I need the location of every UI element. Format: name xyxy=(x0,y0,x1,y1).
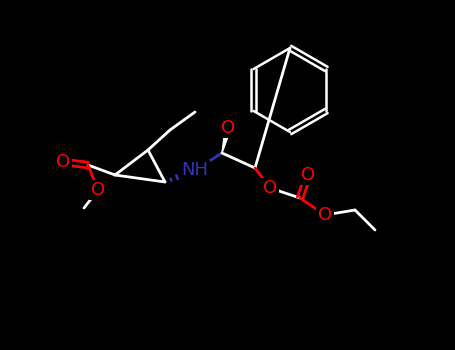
Text: O: O xyxy=(56,153,70,171)
Text: O: O xyxy=(263,179,277,197)
Text: O: O xyxy=(318,206,332,224)
Text: NH: NH xyxy=(182,161,208,179)
Polygon shape xyxy=(222,127,231,153)
Text: O: O xyxy=(301,166,315,184)
Text: O: O xyxy=(91,181,105,199)
Text: O: O xyxy=(221,119,235,137)
